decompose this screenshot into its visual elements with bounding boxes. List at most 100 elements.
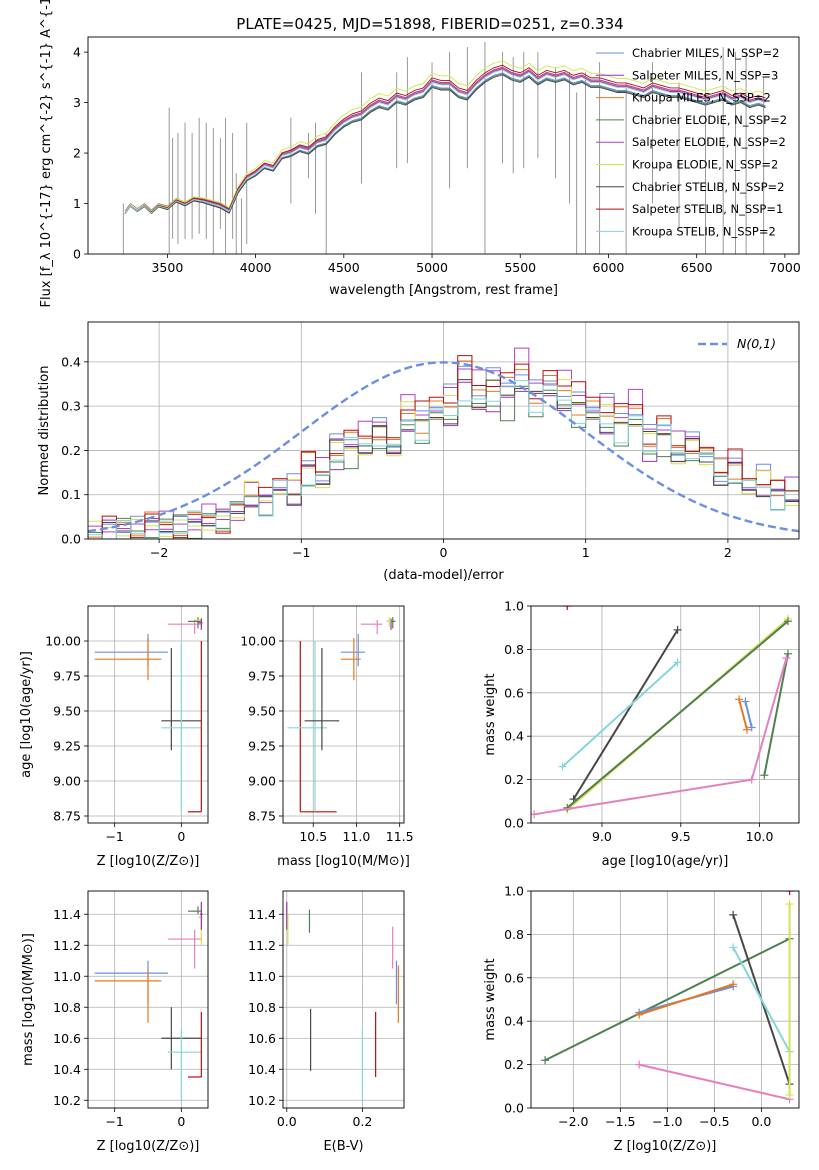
x-tick-label: 3500	[151, 260, 183, 275]
y-tick-label: 11.0	[248, 969, 276, 984]
plot-area-weight_vs_age	[531, 606, 799, 823]
histogram-kroupa_stelib	[88, 380, 799, 539]
y-tick-label: 1.0	[504, 884, 524, 899]
y-tick-label: 11.4	[53, 907, 81, 922]
y-tick-label: 0.4	[61, 354, 81, 369]
weight-line-chabrier_elodie	[566, 620, 789, 809]
y-axis-label: Flux [f_λ 10^{-17} erg cm^{-2} s^{-1} A^…	[39, 0, 54, 307]
x-tick-label: 10.5	[299, 829, 327, 844]
y-tick-label: 10.8	[53, 1000, 81, 1015]
y-tick-label: 9.25	[248, 739, 276, 754]
y-tick-label: 0.1	[61, 487, 81, 502]
y-tick-label: 9.50	[53, 704, 81, 719]
axes-spectrum: 3500 4000 4500 5000 5500 6000 6500 7000 0 1 2 3 4 wav…	[39, 0, 801, 307]
x-axis-label: E(B-V)	[323, 1139, 363, 1154]
y-tick-label: 10.6	[53, 1031, 81, 1046]
y-tick-label: 9.50	[248, 704, 276, 719]
plot-area-residuals	[88, 322, 799, 539]
x-tick-label: 5000	[416, 260, 448, 275]
legend-label: Kroupa STELIB, N_SSP=2	[632, 224, 776, 238]
y-tick-label: 11.4	[248, 907, 276, 922]
y-tick-label: 10.4	[248, 1062, 276, 1077]
x-tick-label: 0.0	[277, 1114, 297, 1129]
legend-label: Chabrier ELODIE, N_SSP=2	[632, 113, 787, 127]
x-tick-label: −1	[105, 1114, 123, 1129]
axes-weight_vs_Z: −2.0 −1.5 −1.0 −0.5 0.0 0.0 0.2 0.4 0.6 0.8 1.0 Z […	[483, 884, 800, 1154]
y-tick-label: 3	[73, 95, 81, 110]
y-tick-label: 10.00	[240, 634, 276, 649]
weight-line-kroupa_stelib	[561, 661, 679, 768]
y-tick-label: 11.0	[53, 969, 81, 984]
axes-weight_vs_age: 9.0 9.5 10.0 0.0 0.2 0.4 0.6 0.8 1.0 age [log10(a…	[483, 599, 800, 869]
axes-frame	[530, 890, 800, 1109]
x-axis-label: mass [log10(M/M⊙)]	[277, 854, 410, 869]
y-tick-label: 0.2	[61, 443, 81, 458]
y-axis-label: mass [log10(M/M⊙)]	[21, 933, 36, 1066]
y-tick-label: 10.00	[45, 634, 81, 649]
axes-frame	[282, 890, 405, 1109]
y-tick-label: 0.4	[504, 1014, 524, 1029]
legend-label: Salpeter STELIB, N_SSP=1	[632, 202, 783, 216]
figure-title: PLATE=0425, MJD=51898, FIBERID=0251, z=0…	[236, 15, 623, 33]
axes-frame	[87, 605, 209, 824]
x-axis-label: (data-model)/error	[383, 568, 504, 583]
model-spectrum-chabrier_stelib	[124, 74, 766, 215]
plot-area-age_vs_Z	[88, 606, 208, 823]
legend-label: Kroupa ELODIE, N_SSP=2	[632, 158, 778, 172]
y-tick-label: 0.6	[504, 685, 524, 700]
y-tick-label: 10.2	[248, 1093, 276, 1108]
x-tick-label: 0.0	[751, 1114, 771, 1129]
x-tick-label: 10.0	[746, 829, 774, 844]
y-axis-label: mass weight	[483, 958, 498, 1040]
x-tick-label: 4500	[328, 260, 360, 275]
gaussian-curve	[88, 361, 799, 533]
y-tick-label: 0.2	[504, 772, 524, 787]
y-tick-label: 0	[73, 247, 81, 262]
axes-residuals: −2 −1 0 1 2 0.0 0.1 0.2 0.3 0.4 (data-model)/error…	[37, 321, 800, 583]
legend-label: Chabrier MILES, N_SSP=2	[632, 46, 779, 60]
legend-spectrum: Chabrier MILES, N_SSP=2 Salpeter MILES, N…	[596, 46, 787, 238]
x-tick-label: 4000	[240, 260, 272, 275]
y-tick-label: 0.2	[504, 1057, 524, 1072]
y-tick-label: 10.8	[248, 1000, 276, 1015]
y-tick-label: 1	[73, 196, 81, 211]
y-tick-label: 10.4	[53, 1062, 81, 1077]
x-axis-label: Z [log10(Z/Z⊙)]	[614, 1139, 717, 1154]
x-tick-label: 6000	[593, 260, 625, 275]
y-tick-label: 0.0	[504, 1101, 524, 1116]
x-tick-label: 6500	[681, 260, 713, 275]
y-tick-label: 8.75	[53, 809, 81, 824]
axes-frame	[87, 890, 209, 1109]
weight-line-pink	[638, 1063, 790, 1101]
y-tick-label: 9.75	[53, 669, 81, 684]
x-tick-label: −1	[105, 829, 123, 844]
axes-frame	[530, 605, 800, 824]
x-tick-label: 11.5	[386, 829, 414, 844]
y-tick-label: 10.6	[248, 1031, 276, 1046]
plot-area-age_vs_mass	[283, 606, 404, 823]
legend-label: N(0,1)	[737, 336, 776, 351]
x-tick-label: 11.0	[343, 829, 371, 844]
plot-area-weight_vs_Z	[531, 891, 799, 1108]
weight-line-chabrier_miles	[744, 701, 753, 728]
x-axis-label: wavelength [Angstrom, rest frame]	[329, 283, 558, 298]
x-tick-label: −1.0	[652, 1114, 682, 1129]
y-tick-label: 10.2	[53, 1093, 81, 1108]
weight-line-kroupa_miles	[638, 983, 734, 1016]
axes-frame	[87, 321, 800, 540]
axes-frame	[87, 36, 800, 255]
x-tick-label: 5500	[504, 260, 536, 275]
legend-label: Salpeter ELODIE, N_SSP=2	[632, 135, 786, 149]
x-tick-label: 0	[177, 829, 185, 844]
axes-age_vs_Z: −1 0 8.75 9.00 9.25 9.50 9.75 10.00 Z [log10(Z/Z…	[19, 605, 209, 869]
plot-area-spectrum	[122, 42, 766, 254]
x-tick-label: 2	[724, 545, 732, 560]
histogram-salpeter_stelib	[88, 355, 799, 539]
x-tick-label: 9.0	[592, 829, 612, 844]
x-tick-label: 0	[177, 1114, 185, 1129]
y-tick-label: 0.8	[504, 927, 524, 942]
x-axis-label: Z [log10(Z/Z⊙)]	[97, 1139, 200, 1154]
y-axis-label: age [log10(age/yr)]	[19, 651, 34, 778]
legend-label: Chabrier STELIB, N_SSP=2	[632, 180, 784, 194]
y-tick-label: 11.2	[248, 938, 276, 953]
